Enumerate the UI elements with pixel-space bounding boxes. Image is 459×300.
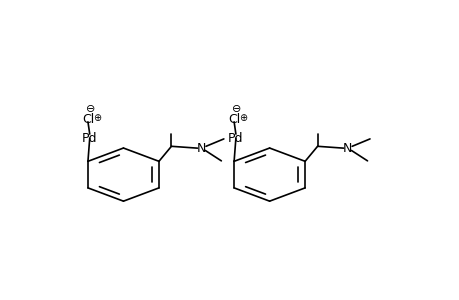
Text: ⊖: ⊖ — [232, 104, 241, 114]
Text: Pd: Pd — [82, 132, 97, 145]
Text: N: N — [196, 142, 206, 155]
Text: ⊕: ⊕ — [238, 113, 246, 123]
Text: Cl: Cl — [228, 112, 240, 125]
Text: Pd: Pd — [228, 132, 243, 145]
Text: ⊕: ⊕ — [93, 113, 101, 123]
Text: Cl: Cl — [82, 112, 94, 125]
Text: N: N — [342, 142, 352, 155]
Text: ⊖: ⊖ — [86, 104, 95, 114]
